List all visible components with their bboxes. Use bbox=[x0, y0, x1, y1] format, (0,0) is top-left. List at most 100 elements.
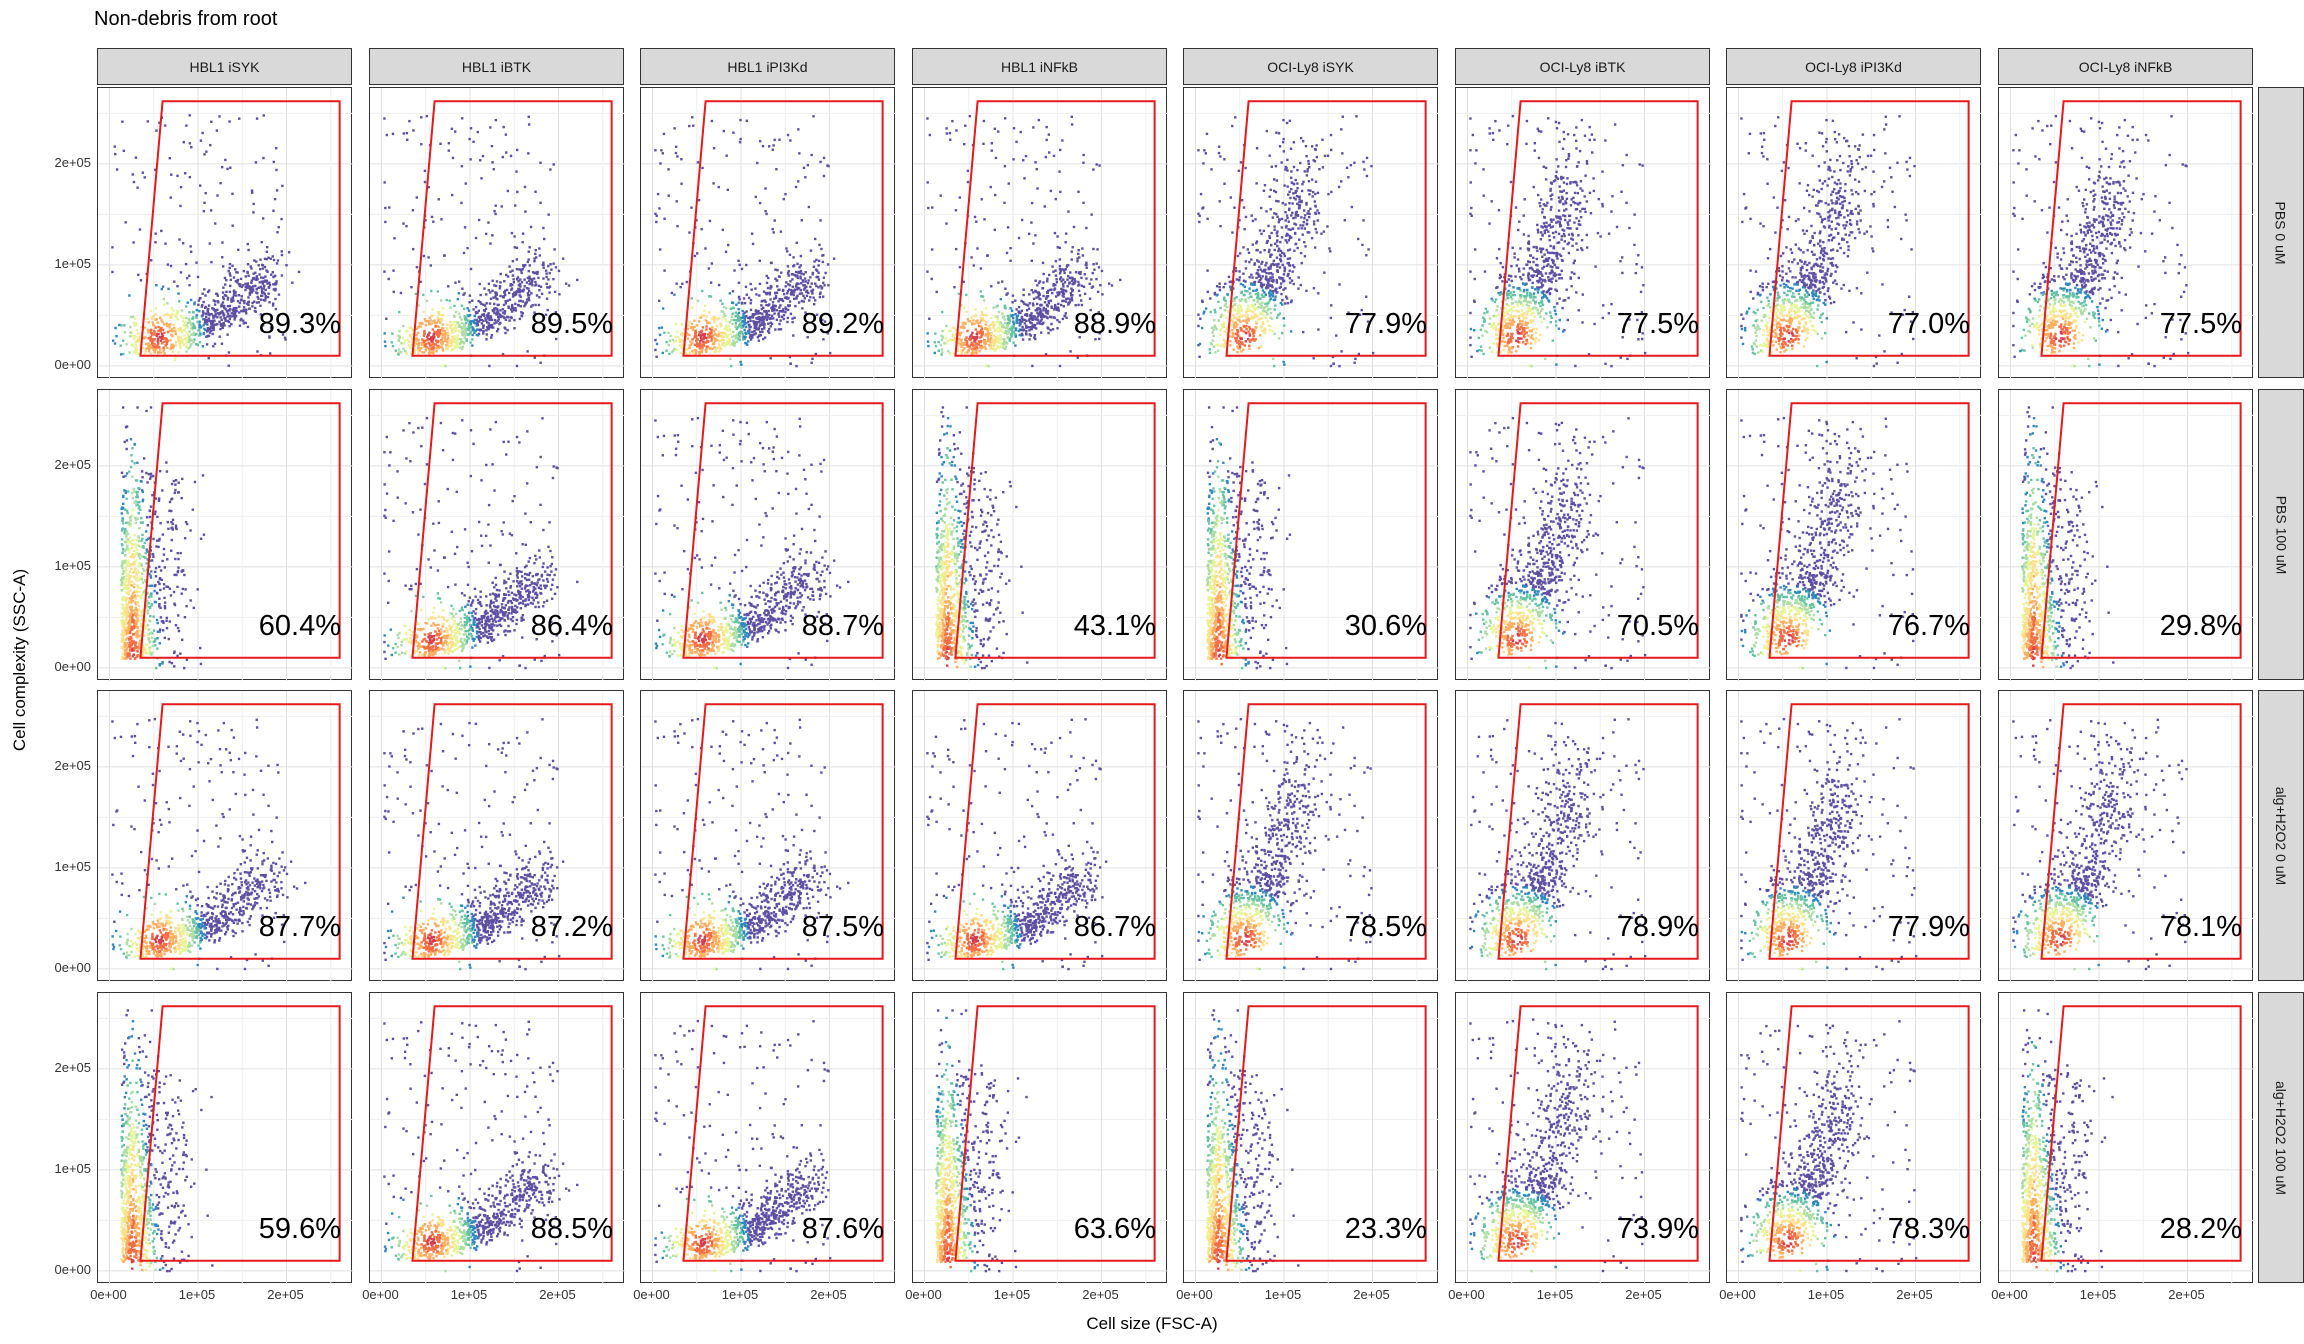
density-point bbox=[468, 294, 472, 297]
density-point bbox=[799, 277, 802, 280]
density-point bbox=[158, 336, 161, 339]
density-point bbox=[1064, 232, 1068, 235]
density-point bbox=[176, 338, 180, 341]
density-point bbox=[780, 309, 783, 313]
density-point bbox=[702, 314, 705, 317]
density-point bbox=[455, 326, 458, 330]
density-point bbox=[788, 304, 791, 307]
density-point bbox=[521, 232, 525, 235]
density-point bbox=[423, 180, 427, 184]
density-point bbox=[1255, 322, 1258, 325]
density-point bbox=[751, 242, 755, 246]
density-point bbox=[458, 312, 461, 315]
density-point bbox=[1354, 357, 1357, 361]
density-point bbox=[1043, 301, 1047, 304]
density-point bbox=[980, 344, 983, 348]
density-point bbox=[781, 310, 785, 313]
density-point bbox=[740, 301, 744, 305]
density-point bbox=[436, 346, 439, 349]
density-point bbox=[800, 272, 803, 275]
density-point bbox=[1639, 290, 1643, 294]
density-point bbox=[518, 294, 521, 297]
density-point bbox=[1224, 299, 1227, 303]
density-point bbox=[285, 263, 288, 267]
density-point bbox=[447, 336, 450, 340]
density-point bbox=[1307, 189, 1310, 192]
density-point bbox=[161, 334, 164, 338]
density-point bbox=[789, 312, 793, 316]
density-point bbox=[1014, 327, 1018, 330]
density-point bbox=[1286, 158, 1289, 162]
density-point bbox=[280, 250, 283, 253]
density-point bbox=[1242, 272, 1245, 275]
density-point bbox=[510, 231, 514, 235]
density-point bbox=[671, 350, 674, 354]
density-point bbox=[472, 308, 475, 311]
density-point bbox=[137, 273, 140, 277]
density-point bbox=[1469, 327, 1473, 331]
density-point bbox=[135, 349, 139, 352]
density-point bbox=[1256, 248, 1259, 252]
density-point bbox=[468, 326, 471, 330]
density-point bbox=[428, 352, 431, 355]
density-point bbox=[226, 315, 229, 318]
density-point bbox=[142, 336, 146, 340]
density-point bbox=[1020, 317, 1024, 320]
density-point bbox=[1258, 297, 1262, 300]
density-point bbox=[1564, 202, 1568, 205]
density-point bbox=[1576, 248, 1579, 252]
density-point bbox=[1012, 322, 1016, 325]
density-point bbox=[1266, 239, 1269, 243]
density-points bbox=[1197, 115, 1375, 368]
density-point bbox=[261, 264, 265, 267]
density-point bbox=[1025, 319, 1028, 323]
density-point bbox=[774, 328, 777, 331]
density-point bbox=[1037, 281, 1041, 285]
density-point bbox=[681, 343, 685, 346]
density-point bbox=[1036, 309, 1039, 312]
density-point bbox=[269, 326, 273, 329]
density-point bbox=[1277, 249, 1280, 253]
density-point bbox=[257, 286, 260, 289]
density-point bbox=[1298, 204, 1302, 207]
density-point bbox=[1034, 337, 1037, 341]
density-point bbox=[558, 293, 561, 296]
density-point bbox=[478, 282, 481, 286]
density-point bbox=[485, 333, 488, 336]
density-point bbox=[1202, 162, 1205, 165]
density-point bbox=[1585, 162, 1589, 165]
density-point bbox=[411, 247, 415, 251]
density-point bbox=[234, 314, 238, 318]
density-point bbox=[185, 325, 188, 328]
density-point bbox=[450, 127, 454, 131]
density-point bbox=[201, 303, 204, 307]
density-point bbox=[1363, 168, 1366, 171]
density-point bbox=[453, 344, 456, 348]
density-point bbox=[1518, 319, 1522, 323]
density-point bbox=[1507, 348, 1511, 352]
density-point bbox=[1003, 164, 1007, 168]
density-point bbox=[1530, 266, 1533, 270]
density-point bbox=[537, 284, 541, 288]
density-point bbox=[1541, 274, 1544, 277]
density-point bbox=[225, 310, 229, 313]
density-point bbox=[754, 309, 758, 313]
density-point bbox=[1469, 336, 1472, 339]
density-point bbox=[691, 326, 695, 329]
density-point bbox=[190, 333, 193, 336]
density-point bbox=[777, 300, 780, 303]
density-point bbox=[1044, 311, 1048, 314]
density-point bbox=[228, 120, 231, 123]
density-point bbox=[1241, 343, 1244, 346]
density-point bbox=[1503, 340, 1507, 344]
density-point bbox=[1308, 193, 1311, 196]
density-point bbox=[174, 332, 177, 336]
gate-percentage: 89.5% bbox=[531, 308, 613, 341]
density-point bbox=[428, 348, 431, 351]
density-point bbox=[764, 300, 767, 303]
density-point bbox=[723, 305, 726, 309]
density-point bbox=[934, 332, 937, 335]
density-point bbox=[1268, 328, 1272, 332]
facet-panel: 77.5% bbox=[1455, 87, 1711, 379]
density-point bbox=[413, 351, 416, 355]
